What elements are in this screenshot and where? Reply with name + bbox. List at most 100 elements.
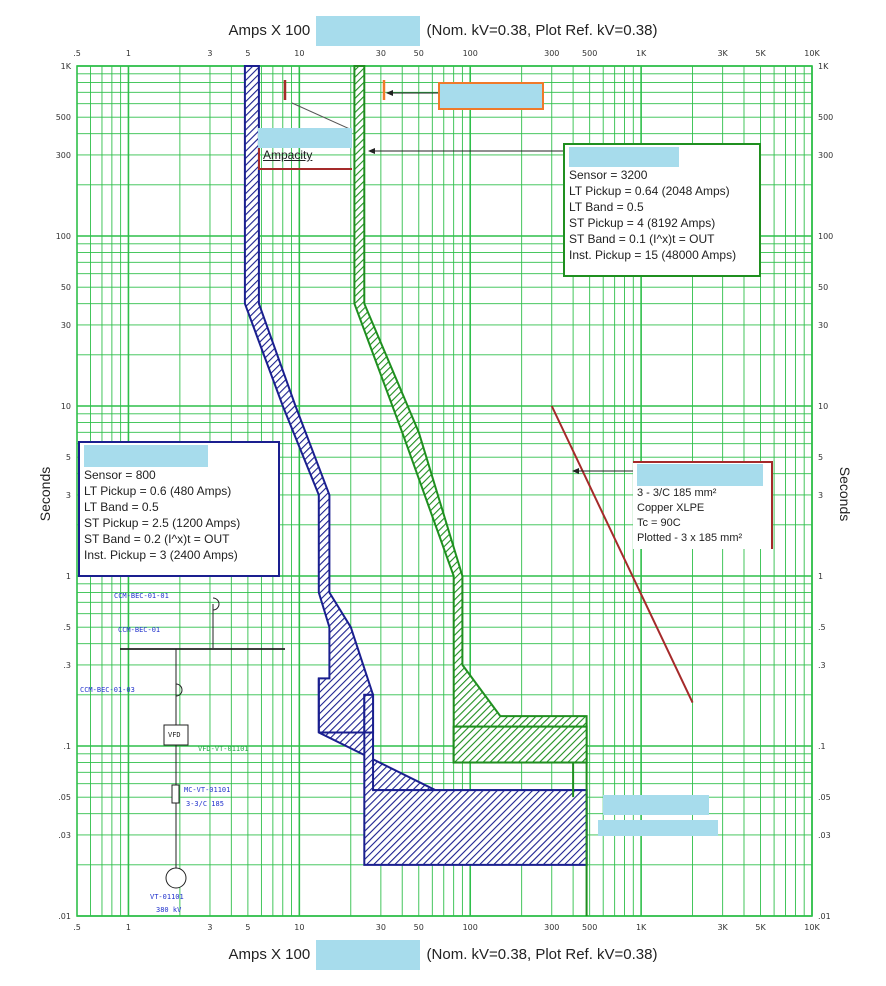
cable-line-3: Tc = 90C: [637, 517, 681, 529]
y-tick-label-right: .01: [818, 912, 831, 921]
breaker-800-redacted-title: [84, 445, 208, 467]
breaker-800-line-5: ST Band = 0.2 (I^x)t = OUT: [84, 532, 230, 546]
x-tick-label-bottom: .5: [73, 923, 81, 932]
sld-motor-cable-label: MC-VT-01101: [184, 786, 231, 794]
x-tick-label-bottom: 10: [294, 923, 304, 932]
bottom-redacted-field: [316, 940, 421, 970]
top-kv-label: (Nom. kV=0.38, Plot Ref. kV=0.38): [426, 21, 658, 39]
x-tick-label-top: 10K: [804, 49, 820, 58]
y-tick-label-right: .1: [818, 742, 826, 751]
x-tick-label-top: 100: [463, 49, 478, 58]
y-tick-label-right: 100: [818, 232, 833, 241]
y-tick-label-right: 3: [818, 491, 823, 500]
sld-vfd-tag: VFD-VT-01101: [198, 745, 249, 753]
top-axis-title: Amps X 100 (Nom. kV=0.38, Plot Ref. kV=0…: [0, 16, 886, 46]
ampacity-leader: [291, 102, 353, 131]
y-tick-label-left: 5: [66, 453, 71, 462]
sld-breaker-top-label: CCM-BEC-01-01: [114, 592, 169, 600]
breaker-3200-line-3: LT Band = 0.5: [569, 200, 644, 214]
sld-cable-size-label: 3-3/C 185: [186, 800, 224, 808]
y-tick-label-left: .01: [58, 912, 71, 921]
y-tick-label-right: 30: [818, 321, 828, 330]
ampacity-box: Ampacity: [258, 128, 352, 170]
top-redacted-field: [316, 16, 421, 46]
cable-line-4: Plotted - 3 x 185 mm²: [637, 532, 743, 544]
y-tick-label-right: 10: [818, 402, 828, 411]
blue-device-step: [318, 693, 375, 734]
y-tick-label-right: 1K: [818, 62, 829, 71]
y-tick-label-left: 30: [61, 321, 71, 330]
orange-device-label: [438, 82, 544, 110]
x-tick-label-bottom: 1: [126, 923, 131, 932]
breaker-800-line-4: ST Pickup = 2.5 (1200 Amps): [84, 516, 241, 530]
y-tick-label-left: 100: [56, 232, 71, 241]
y-tick-label-right: 50: [818, 283, 828, 292]
x-tick-label-bottom: 5: [245, 923, 250, 932]
x-tick-label-top: 1K: [636, 49, 647, 58]
cable-line-1: 3 - 3/C 185 mm²: [637, 487, 717, 499]
breaker-800-line-1: Sensor = 800: [84, 468, 156, 482]
top-amps-label: Amps X 100: [228, 21, 311, 39]
breaker-800-box: Sensor = 800 LT Pickup = 0.6 (480 Amps) …: [78, 441, 280, 577]
redacted-label-1: [603, 795, 709, 815]
sld-breaker-bottom-label: CCM-BEC-01-03: [80, 686, 135, 694]
sld-vfd-box-label: VFD: [168, 731, 181, 739]
x-tick-label-bottom: 50: [414, 923, 424, 932]
breaker-800-line-3: LT Band = 0.5: [84, 500, 159, 514]
x-tick-label-top: 5: [245, 49, 250, 58]
x-tick-label-top: 500: [582, 49, 597, 58]
breaker-3200-line-6: Inst. Pickup = 15 (48000 Amps): [569, 248, 737, 262]
y-tick-label-right: 500: [818, 113, 833, 122]
y-tick-label-right: 5: [818, 453, 823, 462]
cable-line-2: Copper XLPE: [637, 502, 705, 514]
breaker-3200-leader-arrow: [368, 148, 375, 154]
cable-box: 3 - 3/C 185 mm² Copper XLPE Tc = 90C Plo…: [633, 461, 773, 549]
cable-leader-arrow: [572, 468, 579, 474]
breaker-3200-line-1: Sensor = 3200: [569, 168, 648, 182]
y-tick-label-right: .3: [818, 661, 826, 670]
redacted-label-2: [598, 820, 718, 836]
x-tick-label-top: 3K: [717, 49, 728, 58]
curves: [243, 65, 694, 916]
x-tick-label-top: 10: [294, 49, 304, 58]
y-tick-label-right: .05: [818, 793, 831, 802]
green-device-curve: [353, 65, 588, 916]
breaker-3200-box: Sensor = 3200 LT Pickup = 0.64 (2048 Amp…: [563, 143, 761, 277]
x-tick-label-bottom: 3K: [717, 923, 728, 932]
breaker-3200-line-4: ST Pickup = 4 (8192 Amps): [569, 216, 716, 230]
sld-motor-kv-label: 380 kV: [156, 906, 182, 914]
orange-leader-arrow: [386, 90, 393, 96]
x-tick-label-top: .5: [73, 49, 81, 58]
plot-border: [76, 65, 813, 917]
x-tick-label-bottom: 100: [463, 923, 478, 932]
y-tick-label-left: 500: [56, 113, 71, 122]
x-tick-label-top: 3: [207, 49, 212, 58]
y-tick-label-right: 1: [818, 572, 823, 581]
y-tick-label-right: 300: [818, 151, 833, 160]
x-tick-label-top: 1: [126, 49, 131, 58]
x-tick-label-top: 5K: [755, 49, 766, 58]
x-tick-label-bottom: 5K: [755, 923, 766, 932]
breaker-3200-redacted-title: [569, 147, 679, 167]
breaker-800-line-2: LT Pickup = 0.6 (480 Amps): [84, 484, 232, 498]
cable-redacted-title: [637, 464, 763, 486]
sld-bus-label: CCM-BEC-01: [118, 626, 161, 634]
y-tick-label-left: .03: [58, 831, 71, 840]
x-tick-label-bottom: 300: [544, 923, 559, 932]
bottom-kv-label: (Nom. kV=0.38, Plot Ref. kV=0.38): [426, 945, 658, 963]
x-tick-label-bottom: 3: [207, 923, 212, 932]
y-tick-label-left: 3: [66, 491, 71, 500]
y-tick-label-right: .5: [818, 623, 826, 632]
ampacity-label: Ampacity: [263, 148, 313, 162]
tick-labels: .5 .5 1 1 3 3 5 5 10 10 30 30 50 50 100 100 300 300 500 500…: [56, 49, 834, 932]
bottom-amps-label: Amps X 100: [228, 945, 311, 963]
breaker-800-line-6: Inst. Pickup = 3 (2400 Amps): [84, 548, 238, 562]
x-tick-label-bottom: 500: [582, 923, 597, 932]
y-tick-label-left: 1: [66, 572, 71, 581]
ampacity-redacted: [258, 128, 352, 148]
annotation-lines: [283, 80, 633, 916]
breaker-3200-line-5: ST Band = 0.1 (I^x)t = OUT: [569, 232, 715, 246]
y-tick-label-left: 10: [61, 402, 71, 411]
y-tick-label-left: 300: [56, 151, 71, 160]
sld-motor-label: VT-01101: [150, 893, 184, 901]
